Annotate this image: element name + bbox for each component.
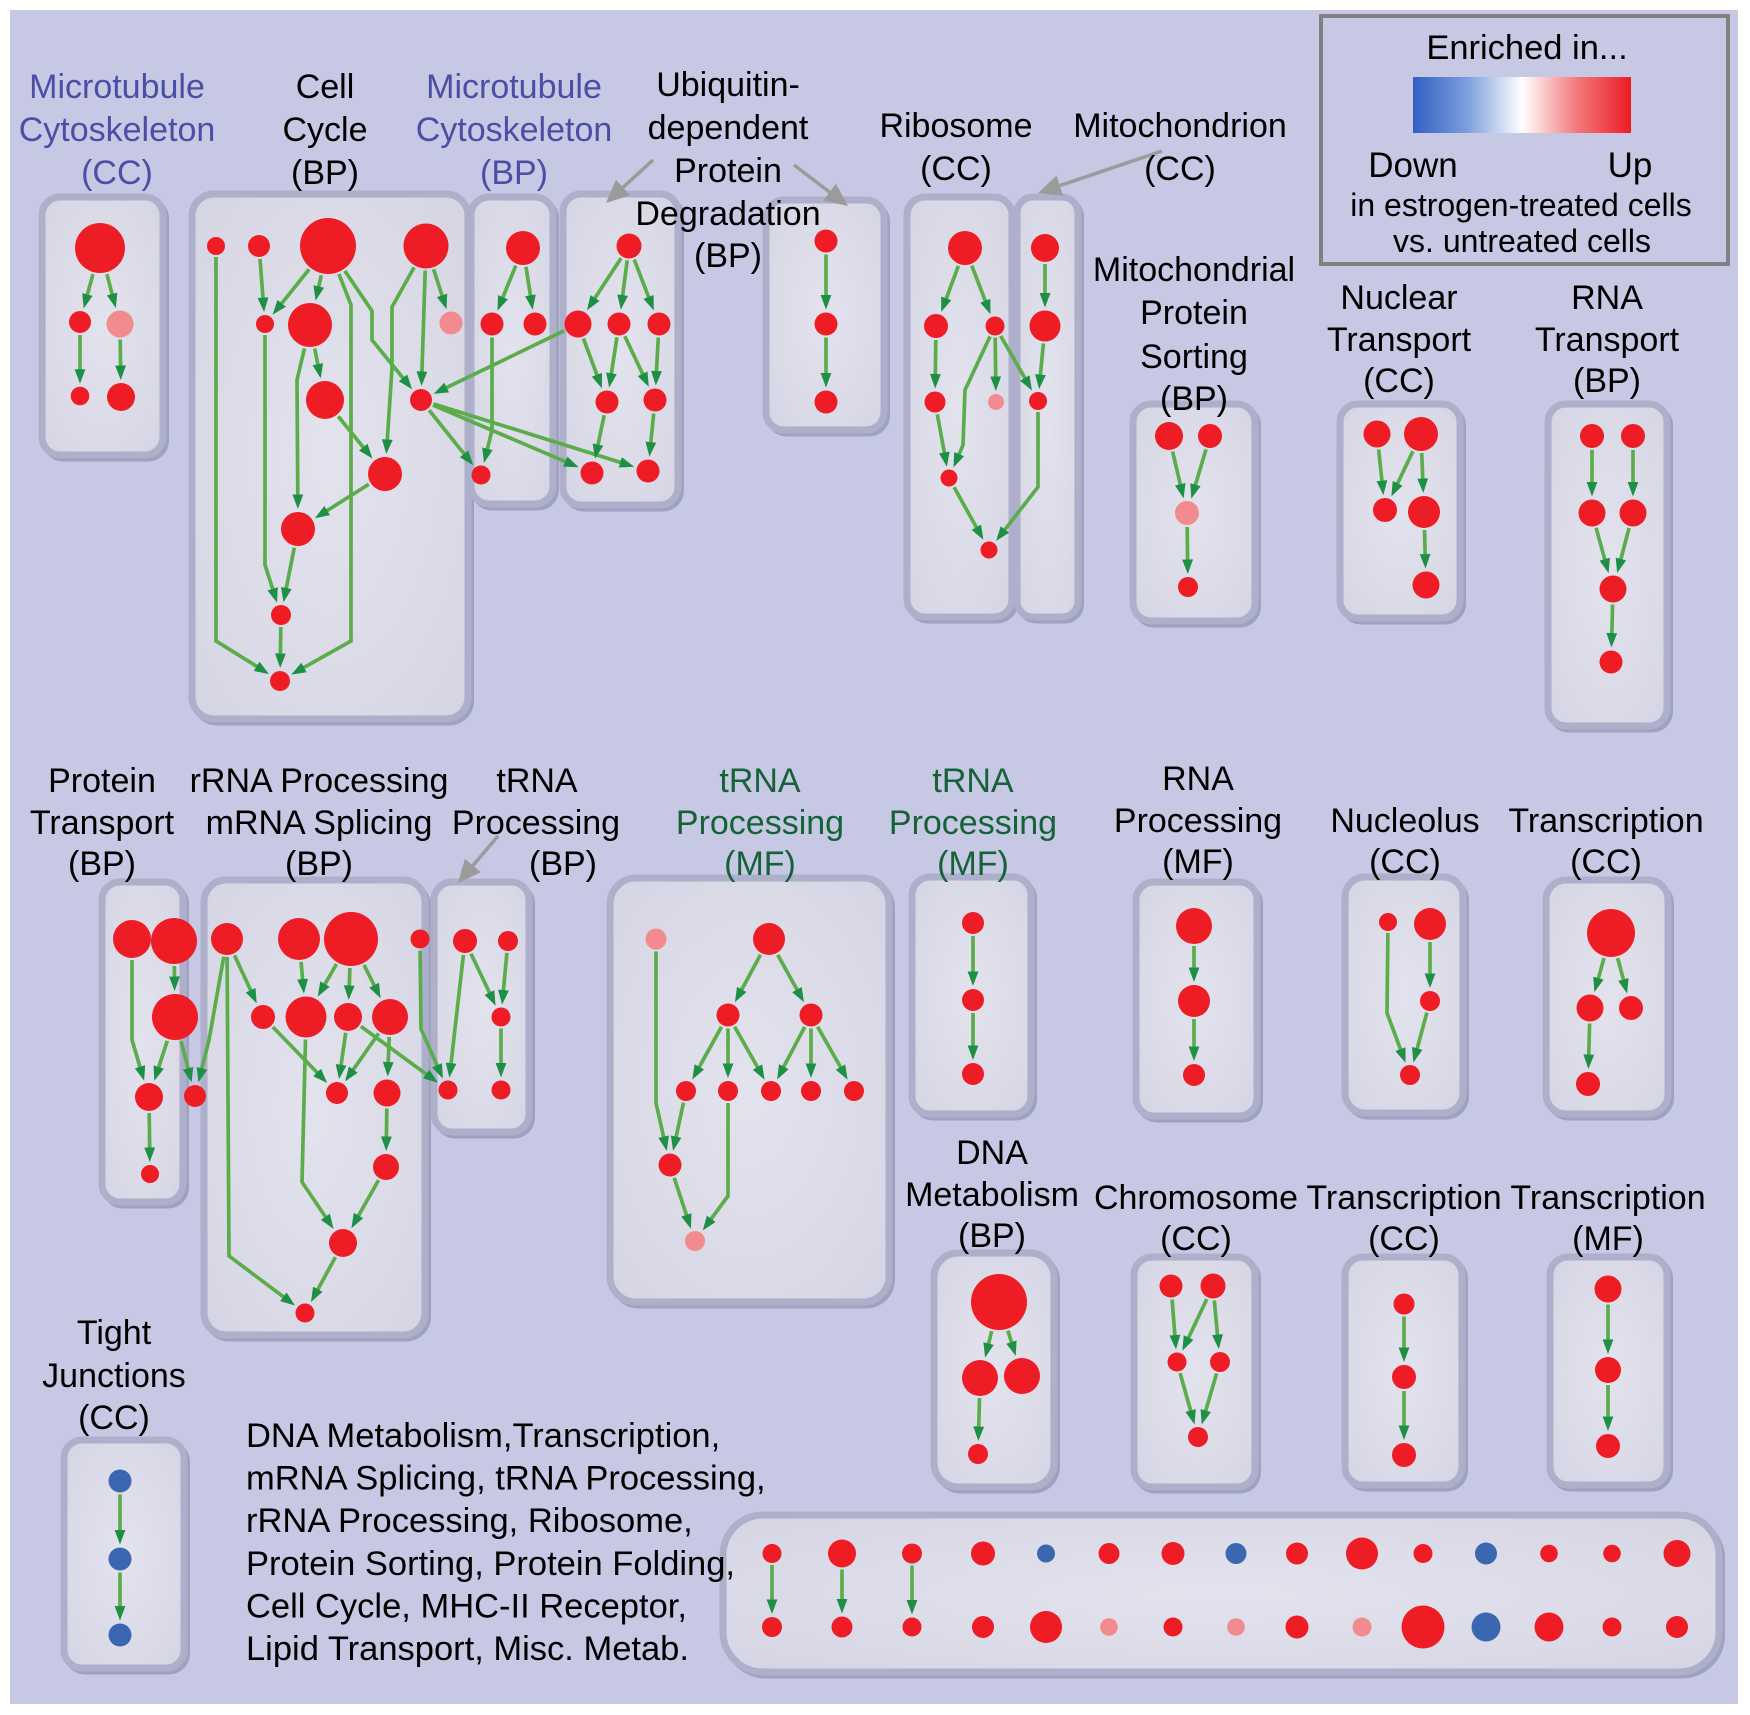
svg-text:tRNA: tRNA xyxy=(719,762,801,800)
svg-text:rRNA Processing: rRNA Processing xyxy=(190,762,449,800)
svg-text:(CC): (CC) xyxy=(1368,1220,1440,1258)
svg-text:Transcription: Transcription xyxy=(1508,802,1703,840)
svg-text:dependent: dependent xyxy=(648,109,809,147)
svg-text:Junctions: Junctions xyxy=(42,1357,186,1395)
svg-text:Tight: Tight xyxy=(77,1314,152,1352)
svg-text:DNA Metabolism,Transcription,: DNA Metabolism,Transcription, xyxy=(246,1417,720,1455)
svg-text:in estrogen-treated cells: in estrogen-treated cells xyxy=(1350,187,1692,223)
svg-text:Enriched in...: Enriched in... xyxy=(1426,29,1627,67)
svg-text:Protein Sorting, Protein Foldi: Protein Sorting, Protein Folding, xyxy=(246,1545,735,1583)
svg-text:Degradation: Degradation xyxy=(635,195,820,233)
svg-text:rRNA Processing, Ribosome,: rRNA Processing, Ribosome, xyxy=(246,1502,693,1540)
svg-text:Ubiquitin-: Ubiquitin- xyxy=(656,66,800,104)
svg-text:Cytoskeleton: Cytoskeleton xyxy=(416,111,613,149)
svg-text:vs. untreated cells: vs. untreated cells xyxy=(1393,223,1651,259)
svg-text:RNA: RNA xyxy=(1571,279,1643,317)
svg-text:(CC): (CC) xyxy=(81,154,153,192)
svg-text:Transport: Transport xyxy=(1535,321,1680,359)
svg-text:Metabolism: Metabolism xyxy=(905,1176,1079,1214)
svg-text:Transport: Transport xyxy=(30,804,175,842)
svg-text:Microtubule: Microtubule xyxy=(426,68,602,106)
svg-text:tRNA: tRNA xyxy=(496,762,578,800)
svg-text:RNA: RNA xyxy=(1162,760,1234,798)
svg-text:(BP): (BP) xyxy=(529,845,597,883)
svg-text:(BP): (BP) xyxy=(1573,362,1641,400)
svg-text:Sorting: Sorting xyxy=(1140,338,1248,376)
svg-text:(CC): (CC) xyxy=(920,150,992,188)
svg-text:Microtubule: Microtubule xyxy=(29,68,205,106)
svg-text:(CC): (CC) xyxy=(78,1399,150,1437)
svg-text:(BP): (BP) xyxy=(480,154,548,192)
svg-text:(BP): (BP) xyxy=(958,1217,1026,1255)
svg-text:(BP): (BP) xyxy=(68,845,136,883)
svg-text:(MF): (MF) xyxy=(937,845,1009,883)
svg-text:Protein: Protein xyxy=(674,152,782,190)
svg-text:Protein: Protein xyxy=(48,762,156,800)
svg-text:(BP): (BP) xyxy=(291,154,359,192)
svg-text:(CC): (CC) xyxy=(1363,362,1435,400)
svg-text:tRNA: tRNA xyxy=(932,762,1014,800)
svg-text:Transcription: Transcription xyxy=(1510,1179,1705,1217)
svg-text:(CC): (CC) xyxy=(1144,150,1216,188)
svg-text:mRNA Splicing: mRNA Splicing xyxy=(206,804,433,842)
svg-text:mRNA Splicing, tRNA Processing: mRNA Splicing, tRNA Processing, xyxy=(246,1460,766,1498)
svg-text:Down: Down xyxy=(1368,146,1457,185)
svg-text:(MF): (MF) xyxy=(724,845,796,883)
svg-text:Protein: Protein xyxy=(1140,294,1248,332)
svg-text:Nuclear: Nuclear xyxy=(1340,279,1457,317)
svg-text:Cytoskeleton: Cytoskeleton xyxy=(19,111,216,149)
svg-text:(CC): (CC) xyxy=(1160,1220,1232,1258)
svg-text:Cell: Cell xyxy=(296,68,355,106)
svg-text:Ribosome: Ribosome xyxy=(879,107,1032,145)
svg-text:Lipid Transport, Misc. Metab.: Lipid Transport, Misc. Metab. xyxy=(246,1630,689,1668)
svg-text:Transport: Transport xyxy=(1327,321,1472,359)
svg-text:Chromosome: Chromosome xyxy=(1094,1179,1298,1217)
svg-text:(BP): (BP) xyxy=(1160,380,1228,418)
svg-text:(BP): (BP) xyxy=(285,845,353,883)
svg-text:Mitochondrial: Mitochondrial xyxy=(1093,251,1295,289)
svg-text:Processing: Processing xyxy=(676,804,844,842)
svg-text:(BP): (BP) xyxy=(694,237,762,275)
svg-text:DNA: DNA xyxy=(956,1134,1028,1172)
svg-text:Processing: Processing xyxy=(889,804,1057,842)
svg-text:Processing: Processing xyxy=(452,804,620,842)
svg-text:Mitochondrion: Mitochondrion xyxy=(1073,107,1287,145)
svg-text:Processing: Processing xyxy=(1114,802,1282,840)
svg-text:(MF): (MF) xyxy=(1572,1220,1644,1258)
svg-text:(CC): (CC) xyxy=(1570,843,1642,881)
svg-text:(MF): (MF) xyxy=(1162,843,1234,881)
svg-text:Nucleolus: Nucleolus xyxy=(1330,802,1479,840)
svg-text:Up: Up xyxy=(1608,146,1653,185)
svg-text:Cycle: Cycle xyxy=(282,111,367,149)
svg-text:Cell Cycle, MHC-II Receptor,: Cell Cycle, MHC-II Receptor, xyxy=(246,1587,687,1625)
svg-text:Transcription: Transcription xyxy=(1306,1179,1501,1217)
svg-text:(CC): (CC) xyxy=(1369,843,1441,881)
